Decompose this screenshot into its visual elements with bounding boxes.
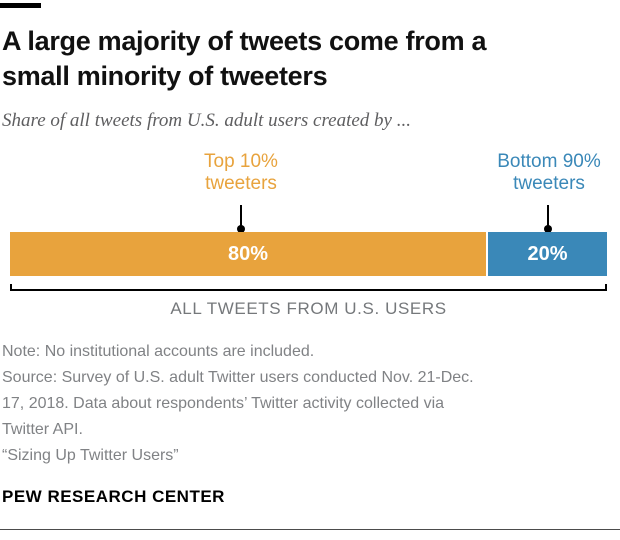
- report-title-text: “Sizing Up Twitter Users”: [2, 447, 179, 464]
- source-text: Source: Survey of U.S. adult Twitter use…: [2, 369, 474, 438]
- callout-dot-top10: [236, 225, 245, 233]
- chart-subtitle: Share of all tweets from U.S. adult user…: [2, 110, 411, 131]
- note-text: Note: No institutional accounts are incl…: [2, 343, 315, 360]
- bar-value-label-top10: 80%: [227, 242, 269, 265]
- stacked-bar: 80% 20%: [10, 232, 607, 276]
- bracket-label: ALL TWEETS FROM U.S. USERS: [170, 299, 447, 318]
- series-label-top10: Top 10% tweeters: [204, 151, 278, 194]
- callout-line-bottom90: [543, 205, 552, 233]
- series-label-bottom90: Bottom 90% tweeters: [497, 151, 601, 194]
- bar-segment-top10: 80%: [10, 232, 486, 276]
- bottom-border-line: [0, 529, 620, 530]
- callout-dot-bottom90: [543, 225, 552, 233]
- chart-title: A large majority of tweets come from a s…: [2, 26, 487, 91]
- bar-bracket: [10, 284, 607, 291]
- bar-segment-bottom90: 20%: [488, 232, 607, 276]
- bar-value-label-bottom90: 20%: [527, 242, 568, 265]
- callout-line-top10: [236, 205, 245, 233]
- notes-block: Note: No institutional accounts are incl…: [2, 339, 616, 469]
- top-accent-bar: [0, 3, 41, 8]
- pew-research-center-wordmark: PEW RESEARCH CENTER: [2, 487, 225, 506]
